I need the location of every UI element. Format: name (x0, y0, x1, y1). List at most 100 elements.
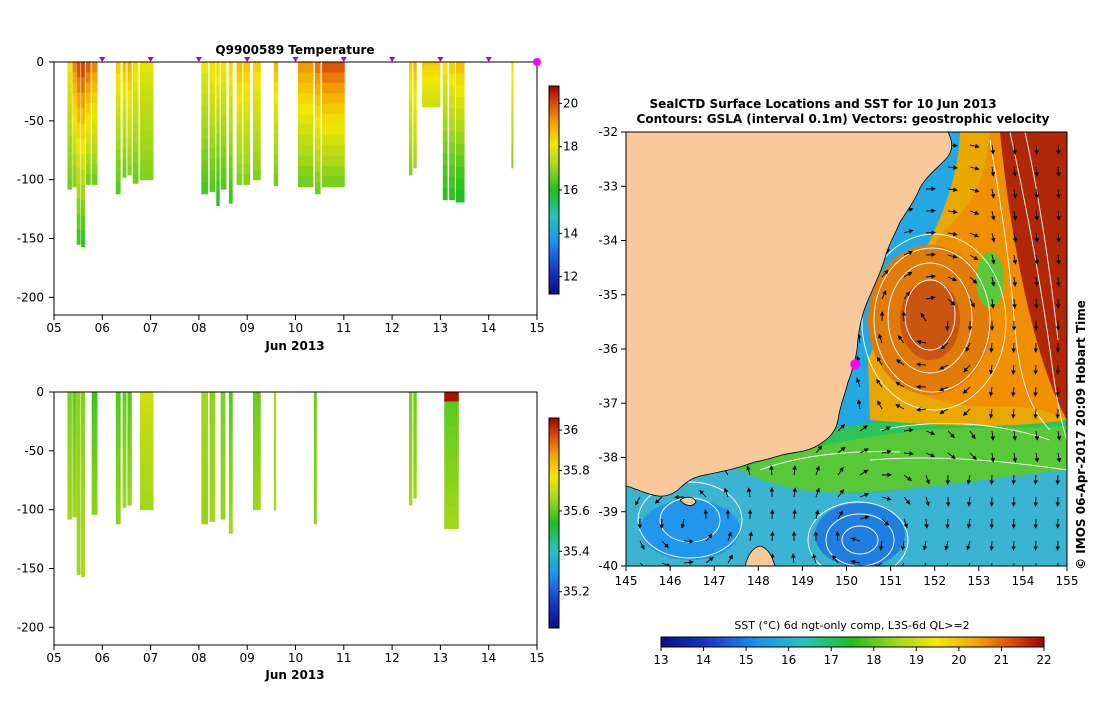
profile-cell (140, 421, 154, 431)
profile-cell (201, 95, 208, 106)
profile-cell (221, 115, 227, 126)
profile-cell (123, 402, 127, 412)
profile-cell (443, 188, 448, 200)
profile-cell (68, 73, 72, 84)
x-tick-label: 13 (433, 651, 448, 665)
profile-cell (201, 469, 208, 480)
profile-cell (243, 164, 250, 175)
profile-21 (315, 62, 321, 194)
profile-cell (92, 154, 98, 165)
profile-cell (123, 91, 127, 101)
profile-cell (221, 62, 227, 73)
profile-cell (92, 174, 98, 185)
profile-cell (443, 85, 448, 97)
profile-8 (140, 392, 154, 510)
lon-tick-label: 153 (967, 574, 990, 588)
y-tick-label: -150 (17, 232, 44, 246)
profile-cell (229, 121, 233, 133)
profile-cell (133, 133, 139, 144)
profile-cell (86, 82, 91, 93)
profile-cell (229, 486, 233, 498)
credit-text: © IMOS 06-Apr-2017 20:09 Hobart Time (1074, 300, 1088, 570)
profile-cell (127, 90, 131, 100)
profile-cell (68, 94, 72, 105)
profile-cell (422, 77, 440, 81)
profile-cell (229, 427, 233, 439)
y-tick-label: 0 (36, 385, 44, 399)
profile-cell (86, 113, 91, 124)
velocity-vector (926, 254, 935, 255)
profile-cell (77, 483, 81, 499)
profile-cell (413, 159, 416, 168)
profile-cell (274, 392, 276, 402)
colorbar-tick-label: 35.8 (563, 464, 590, 478)
profile-16 (237, 62, 243, 185)
x-tick-label: 15 (529, 321, 544, 335)
profile-5 (92, 62, 98, 185)
profile-cell (221, 73, 227, 84)
profile-cell (274, 451, 276, 461)
profile-cell (221, 94, 227, 105)
profile-cell (77, 529, 81, 545)
profile-cell (229, 109, 233, 121)
profile-cell (81, 423, 85, 439)
profile-cell (243, 93, 250, 104)
profile-cell (298, 145, 313, 156)
profile-cell (127, 411, 131, 421)
profile-cell (422, 73, 440, 77)
profile-cell (123, 158, 127, 168)
profile-cell (201, 139, 208, 150)
profile-cell (140, 441, 154, 451)
profile-cell (422, 99, 440, 103)
profile-cell (133, 82, 139, 93)
profile-cell (229, 156, 233, 168)
profile-cell (221, 157, 227, 168)
profile-cell (274, 175, 278, 186)
profile-cell (86, 62, 91, 73)
profile-cell (229, 392, 233, 404)
profile-cell (456, 120, 465, 132)
cast-marker (244, 57, 250, 62)
profile-cell (409, 392, 412, 402)
y-tick-label: -100 (17, 173, 44, 187)
profile-cell (253, 91, 261, 101)
profile-cell (409, 477, 412, 487)
profile-cell (116, 392, 121, 403)
colorbar-tick-label: 35.6 (563, 504, 590, 518)
profile-cell (201, 106, 208, 117)
profile-cell (322, 166, 345, 177)
profile-cell (201, 150, 208, 161)
profile-cell (201, 502, 208, 513)
profile-cell (140, 500, 154, 510)
profile-cell (116, 403, 121, 414)
profile-cell (201, 447, 208, 458)
profile-cell (443, 131, 448, 143)
profile-cell (253, 412, 261, 422)
profile-cell (123, 62, 127, 72)
profile-cell (409, 100, 412, 110)
profile-cell (298, 135, 313, 146)
profile-cell (409, 81, 412, 91)
profile-cell (81, 454, 85, 470)
profile-cell (116, 183, 121, 194)
cast-marker-current (533, 58, 541, 66)
profile-cell (315, 161, 321, 172)
profile-cell (127, 128, 131, 138)
x-tick-label: 09 (240, 321, 255, 335)
profile-cell (123, 110, 127, 120)
velocity-vector (1013, 475, 1014, 484)
colorbar-tick-label: 35.2 (563, 585, 590, 599)
velocity-vector (1035, 475, 1036, 484)
profile-cell (127, 420, 131, 430)
profile-cell (68, 147, 72, 158)
profile-cell (315, 62, 321, 73)
cast-marker (196, 57, 202, 62)
profile-cell (443, 154, 448, 166)
profile-cell (86, 103, 91, 114)
profile-cell (237, 103, 243, 114)
profile-cell (315, 139, 321, 150)
profile-cell (140, 62, 154, 72)
profile-26 (443, 62, 448, 200)
profile-cell (221, 456, 226, 467)
profile-cell (253, 62, 261, 72)
